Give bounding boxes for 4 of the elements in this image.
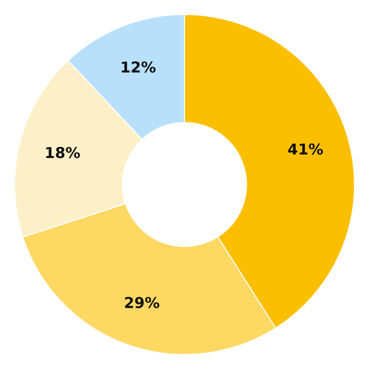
data-label: 18% xyxy=(44,144,80,162)
data-label: 12% xyxy=(120,58,156,76)
data-label: 41% xyxy=(288,140,324,158)
data-label: 29% xyxy=(124,294,160,312)
